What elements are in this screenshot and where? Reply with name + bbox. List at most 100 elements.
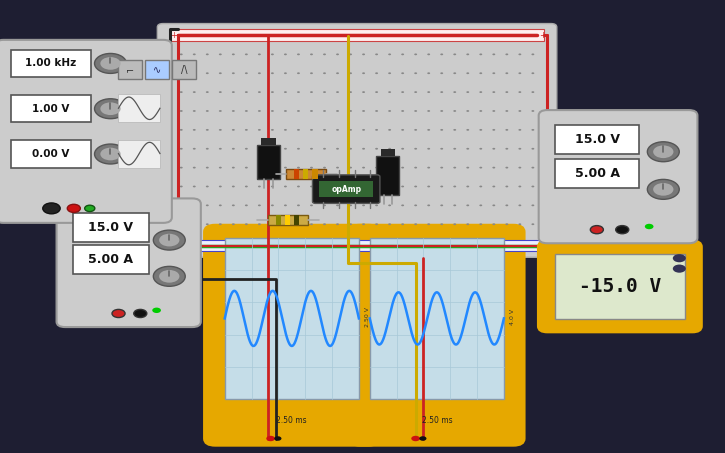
Circle shape — [206, 53, 209, 55]
Bar — [286, 169, 326, 179]
Circle shape — [271, 72, 274, 74]
Text: +: + — [170, 31, 178, 40]
Circle shape — [673, 265, 686, 273]
Circle shape — [193, 91, 196, 93]
Bar — [555, 159, 639, 188]
Circle shape — [531, 223, 534, 225]
Circle shape — [219, 148, 222, 149]
Text: 15.0 V: 15.0 V — [574, 133, 620, 145]
Circle shape — [284, 129, 287, 131]
Circle shape — [271, 223, 274, 225]
Circle shape — [440, 53, 443, 55]
Circle shape — [414, 204, 417, 206]
Circle shape — [401, 223, 404, 225]
Circle shape — [440, 129, 443, 131]
FancyBboxPatch shape — [57, 198, 201, 327]
Circle shape — [258, 148, 261, 149]
Circle shape — [518, 223, 521, 225]
Circle shape — [440, 72, 443, 74]
Circle shape — [479, 53, 482, 55]
Circle shape — [219, 53, 222, 55]
Circle shape — [310, 53, 313, 55]
Circle shape — [492, 186, 495, 188]
Circle shape — [453, 129, 456, 131]
Circle shape — [414, 167, 417, 169]
Circle shape — [492, 148, 495, 149]
Circle shape — [518, 110, 521, 112]
Circle shape — [453, 223, 456, 225]
Circle shape — [206, 91, 209, 93]
Circle shape — [453, 204, 456, 206]
Circle shape — [43, 203, 60, 214]
Circle shape — [505, 167, 508, 169]
Circle shape — [274, 436, 281, 441]
Text: 2.50 V: 2.50 V — [365, 307, 370, 327]
FancyBboxPatch shape — [312, 175, 380, 203]
Circle shape — [193, 167, 196, 169]
Circle shape — [414, 91, 417, 93]
Text: +: + — [539, 241, 546, 250]
Circle shape — [284, 148, 287, 149]
Circle shape — [180, 204, 183, 206]
Circle shape — [362, 148, 365, 149]
Circle shape — [336, 129, 339, 131]
Circle shape — [647, 179, 679, 199]
Circle shape — [232, 167, 235, 169]
Bar — [257, 145, 280, 179]
Circle shape — [349, 223, 352, 225]
Circle shape — [297, 167, 300, 169]
Circle shape — [284, 186, 287, 188]
Text: 4.0 V: 4.0 V — [510, 309, 515, 325]
Circle shape — [453, 53, 456, 55]
Bar — [170, 240, 544, 251]
Circle shape — [297, 223, 300, 225]
Circle shape — [466, 204, 469, 206]
Circle shape — [159, 270, 179, 283]
Circle shape — [673, 254, 686, 262]
Circle shape — [232, 91, 235, 93]
Circle shape — [590, 226, 603, 234]
Circle shape — [388, 72, 391, 74]
Text: +: + — [539, 31, 546, 40]
Circle shape — [258, 53, 261, 55]
Circle shape — [152, 308, 161, 313]
Circle shape — [206, 148, 209, 149]
Circle shape — [336, 53, 339, 55]
Circle shape — [440, 186, 443, 188]
Circle shape — [154, 266, 185, 286]
Circle shape — [258, 110, 261, 112]
Circle shape — [375, 186, 378, 188]
Circle shape — [258, 167, 261, 169]
Circle shape — [479, 91, 482, 93]
Circle shape — [466, 167, 469, 169]
Circle shape — [297, 72, 300, 74]
Circle shape — [193, 72, 196, 74]
Circle shape — [414, 72, 417, 74]
Circle shape — [310, 72, 313, 74]
Circle shape — [232, 72, 235, 74]
Circle shape — [245, 91, 248, 93]
Circle shape — [284, 204, 287, 206]
Circle shape — [531, 186, 534, 188]
Circle shape — [133, 309, 146, 318]
Circle shape — [349, 110, 352, 112]
Circle shape — [100, 148, 120, 160]
Circle shape — [193, 129, 196, 131]
Circle shape — [518, 186, 521, 188]
Circle shape — [518, 167, 521, 169]
Bar — [11, 95, 91, 122]
Circle shape — [531, 204, 534, 206]
Circle shape — [310, 148, 313, 149]
Text: 2.50 ms: 2.50 ms — [276, 416, 307, 425]
Circle shape — [206, 167, 209, 169]
Circle shape — [100, 57, 120, 70]
Circle shape — [505, 53, 508, 55]
Circle shape — [492, 53, 495, 55]
Circle shape — [616, 226, 629, 234]
Circle shape — [505, 72, 508, 74]
Circle shape — [310, 223, 313, 225]
Circle shape — [94, 53, 126, 73]
Circle shape — [505, 91, 508, 93]
Circle shape — [375, 72, 378, 74]
Circle shape — [362, 91, 365, 93]
